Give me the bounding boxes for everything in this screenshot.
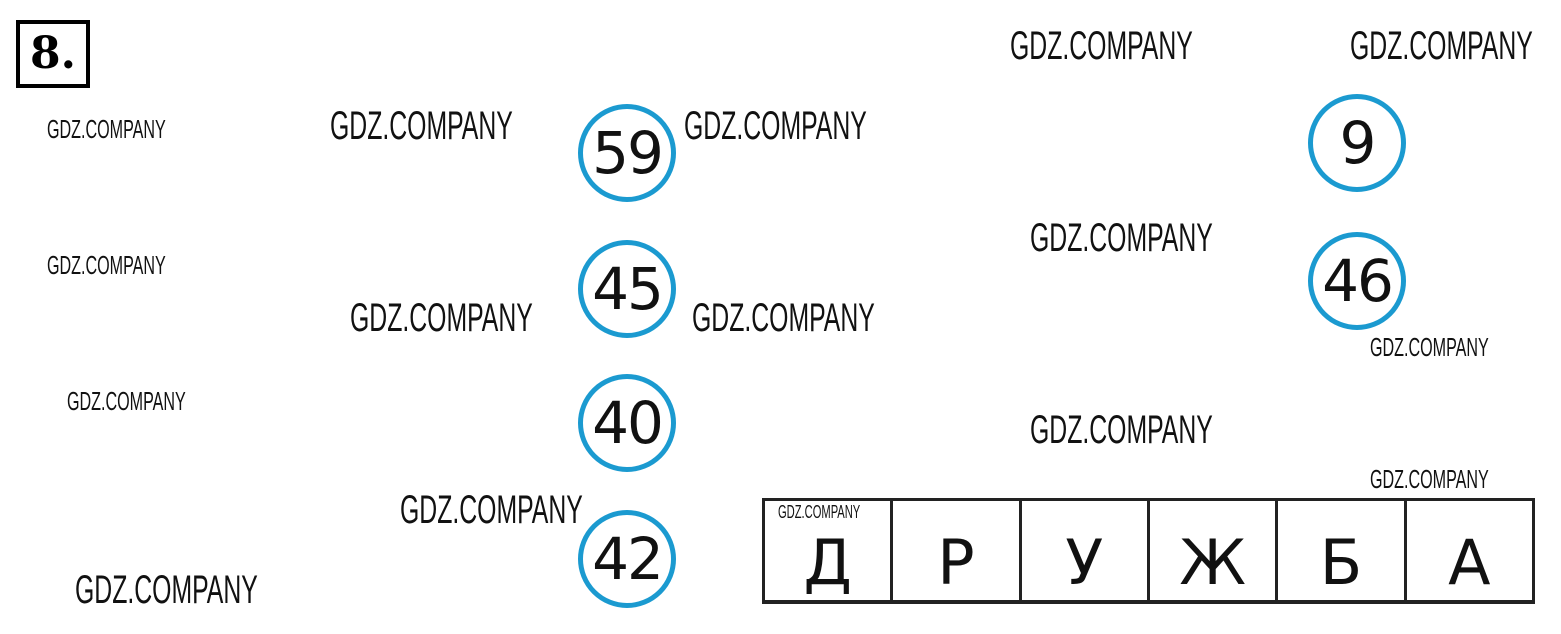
number-circle: 59 <box>578 104 676 202</box>
watermark: GDZ.COMPANY <box>684 104 867 148</box>
number-circle: 9 <box>1308 94 1406 192</box>
watermark: GDZ.COMPANY <box>1030 408 1213 452</box>
watermark: GDZ.COMPANY <box>47 114 166 144</box>
number-circle: 42 <box>578 510 676 608</box>
watermark: GDZ.COMPANY <box>1010 24 1193 68</box>
watermark: GDZ.COMPANY <box>67 386 186 416</box>
watermark: GDZ.COMPANY <box>1350 24 1533 68</box>
letter-cell: Ж <box>1150 501 1279 600</box>
letter-cell: Б <box>1278 501 1407 600</box>
watermark: GDZ.COMPANY <box>75 568 258 612</box>
number-circle: 45 <box>578 240 676 338</box>
exercise-number: 8. <box>16 20 90 88</box>
watermark: GDZ.COMPANY <box>692 296 875 340</box>
watermark: GDZ.COMPANY <box>350 296 533 340</box>
watermark: GDZ.COMPANY <box>1370 464 1489 494</box>
watermark: GDZ.COMPANY <box>400 488 583 532</box>
watermark: GDZ.COMPANY <box>778 502 861 522</box>
watermark: GDZ.COMPANY <box>330 104 513 148</box>
letter-cell: А <box>1448 526 1491 599</box>
letter-cell: Д <box>765 501 894 600</box>
letter-table: Д Р У Ж Б А <box>762 498 1535 604</box>
letter-cell: У <box>1022 501 1150 600</box>
letter-cell: Р <box>893 501 1022 600</box>
watermark: GDZ.COMPANY <box>1370 332 1489 362</box>
number-circle: 40 <box>578 374 676 472</box>
watermark: GDZ.COMPANY <box>1030 216 1213 260</box>
number-circle: 46 <box>1308 232 1406 330</box>
watermark: GDZ.COMPANY <box>47 250 166 280</box>
